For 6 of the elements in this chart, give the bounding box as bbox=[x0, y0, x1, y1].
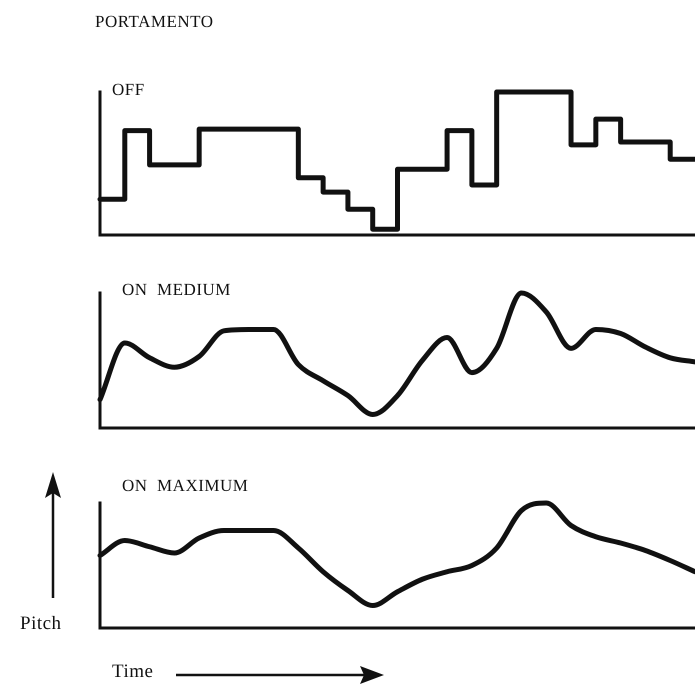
chart-subtitle: OFF bbox=[112, 80, 145, 100]
chart-title: ON MEDIUM bbox=[122, 280, 231, 300]
y-axis-title: Pitch bbox=[20, 613, 62, 635]
chart-title: PORTAMENTO bbox=[95, 12, 214, 32]
chart-title: ON MAXIMUM bbox=[122, 476, 248, 496]
x-axis-title: Time bbox=[112, 661, 154, 683]
